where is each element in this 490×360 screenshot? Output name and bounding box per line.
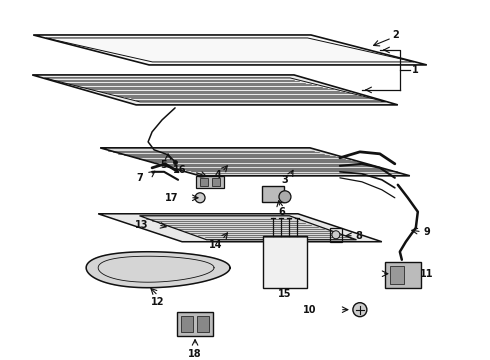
Text: 3: 3: [282, 175, 288, 185]
Text: 18: 18: [188, 348, 202, 359]
Bar: [390, 266, 404, 284]
Text: 6: 6: [279, 207, 285, 217]
Bar: [330, 228, 342, 242]
Polygon shape: [32, 75, 398, 105]
Text: 8: 8: [355, 231, 362, 241]
Text: 5: 5: [161, 160, 168, 170]
Polygon shape: [98, 214, 382, 242]
Text: 17: 17: [165, 193, 179, 203]
Text: 15: 15: [278, 289, 292, 299]
Circle shape: [332, 231, 340, 239]
Bar: [177, 312, 213, 336]
Text: 12: 12: [151, 297, 165, 307]
Bar: [262, 186, 284, 202]
Bar: [197, 316, 209, 332]
Text: 10: 10: [303, 305, 317, 315]
Polygon shape: [33, 35, 427, 65]
Text: 13: 13: [135, 220, 149, 230]
Text: 14: 14: [209, 240, 223, 250]
Polygon shape: [86, 252, 230, 288]
Polygon shape: [140, 216, 357, 240]
Text: 7: 7: [137, 173, 144, 183]
Text: 4: 4: [215, 170, 221, 180]
Text: 16: 16: [173, 165, 187, 175]
Bar: [263, 236, 307, 288]
Polygon shape: [100, 148, 410, 176]
Circle shape: [195, 193, 205, 203]
Text: 9: 9: [424, 227, 431, 237]
Bar: [385, 262, 421, 288]
Text: 2: 2: [392, 30, 398, 40]
Bar: [212, 178, 220, 186]
Bar: [200, 178, 208, 186]
Text: 11: 11: [420, 269, 433, 279]
Bar: [196, 176, 224, 188]
Circle shape: [353, 303, 367, 317]
Bar: [181, 316, 193, 332]
Text: 1: 1: [412, 65, 418, 75]
Circle shape: [279, 191, 291, 203]
